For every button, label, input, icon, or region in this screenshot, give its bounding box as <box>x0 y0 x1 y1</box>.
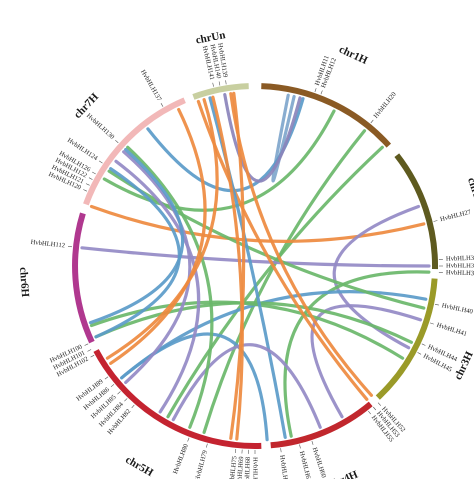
link-22 <box>126 145 214 429</box>
link-4 <box>202 129 367 434</box>
chromosome-arc-chr6H <box>72 212 95 344</box>
link-0 <box>271 93 296 183</box>
gene-tick <box>117 391 121 395</box>
link-14 <box>89 300 405 360</box>
gene-tick <box>235 448 237 454</box>
gene-tick <box>320 90 323 95</box>
chromosome-arc-chr4H <box>270 401 373 449</box>
gene-tick <box>429 322 434 325</box>
chromosome-label: chr4H <box>327 468 360 479</box>
links-layer <box>80 91 431 442</box>
link-6 <box>89 204 426 243</box>
link-23 <box>114 159 201 414</box>
gene-tick <box>131 404 135 409</box>
gene-tick <box>115 139 119 144</box>
gene-tick <box>187 437 190 442</box>
chromosome-arc-chr2H <box>394 153 439 270</box>
gene-tick <box>225 80 227 85</box>
gene-label: HvbHLH36 <box>446 269 474 277</box>
gene-tick <box>90 354 95 358</box>
gene-label: HvbHLH61 <box>298 450 312 479</box>
gene-tick <box>311 440 314 445</box>
gene-tick <box>434 304 439 306</box>
chromosome-arc-chr5H <box>93 349 262 449</box>
gene-tick <box>314 88 317 93</box>
gene-tick <box>98 160 103 164</box>
gene-label: HvbHLH40 <box>441 302 474 316</box>
gene-tick <box>87 349 92 352</box>
gene-ticks <box>67 80 443 454</box>
link-19 <box>171 343 322 429</box>
gene-label: HvbHLH34 <box>446 263 474 270</box>
gene-label: HvbHLH79 <box>194 449 209 479</box>
link-11 <box>107 169 426 310</box>
gene-label: HvbHLH20 <box>372 90 398 119</box>
gene-label: HvbHLH75 <box>228 455 238 479</box>
chromosome-arc-chrUn <box>192 83 249 100</box>
gene-tick <box>85 183 90 186</box>
chromosome-label: chr6H <box>17 267 31 298</box>
link-2 <box>223 93 302 183</box>
link-5 <box>166 145 384 419</box>
link-8 <box>80 246 431 268</box>
gene-tick <box>104 376 109 380</box>
gene-label: HvbHLH130 <box>85 112 116 141</box>
gene-tick <box>88 177 93 180</box>
gene-label: HvbHLH137 <box>139 69 163 103</box>
gene-tick <box>433 220 438 222</box>
chromosome-arcs <box>72 83 439 449</box>
gene-label: HvbHLH69 <box>236 456 245 479</box>
gene-tick <box>368 410 371 415</box>
link-26 <box>88 148 185 325</box>
link-24 <box>122 150 192 384</box>
gene-tick <box>110 384 115 388</box>
gene-tick <box>280 448 282 453</box>
chromosome-label: chr3H <box>452 349 474 382</box>
chromosome-arc-chr7H <box>83 97 186 206</box>
chromosome-arc-chr1H <box>261 83 392 148</box>
gene-tick <box>373 406 377 411</box>
gene-tick <box>421 343 426 346</box>
chromosome-label: chr2H <box>465 176 474 209</box>
gene-tick <box>299 444 301 449</box>
gene-tick <box>218 81 221 86</box>
link-20 <box>211 95 244 441</box>
gene-label: HvbHLH60 <box>311 447 328 479</box>
chromosome-label: chr5H <box>123 454 155 479</box>
gene-tick <box>417 352 422 355</box>
gene-tick <box>370 119 374 124</box>
link-27 <box>109 108 207 365</box>
gene-label: HvbHLH27 <box>439 209 472 224</box>
gene-tick <box>124 398 128 402</box>
gene-label: HvbHLH35 <box>446 255 474 263</box>
gene-tick <box>83 189 88 192</box>
gene-tick <box>84 343 89 346</box>
gene-tick <box>92 171 96 175</box>
chromosome-label: chrUn <box>195 29 227 46</box>
link-21 <box>229 91 246 440</box>
gene-label: HvbHLH68 <box>244 456 252 479</box>
gene-label: HvbHLH62 <box>278 455 289 479</box>
gene-label: HvbHLH41 <box>436 322 468 338</box>
chromosome-label: chr1H <box>337 44 370 68</box>
gene-tick <box>67 246 73 248</box>
gene-tick <box>212 82 214 87</box>
gene-tick <box>377 402 382 406</box>
chromosome-arc-chr3H <box>375 278 438 400</box>
gene-label: HvbHLH80 <box>172 442 190 475</box>
gene-label: HvbHLH66 <box>251 457 258 479</box>
gene-tick <box>160 103 164 107</box>
link-28 <box>105 98 219 360</box>
gene-label: HvbHLH112 <box>30 239 65 250</box>
gene-tick <box>206 443 208 448</box>
